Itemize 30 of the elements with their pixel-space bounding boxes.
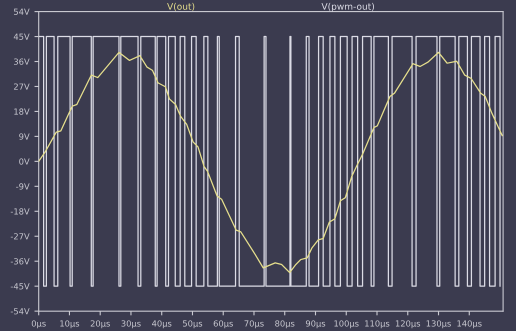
y-tick-label: -36V bbox=[10, 258, 30, 264]
x-tick-label: 10μs bbox=[60, 320, 80, 328]
y-tick-label: 54V bbox=[14, 8, 30, 15]
x-tick-label: 20μs bbox=[90, 320, 110, 328]
x-tick-label: 130μs bbox=[426, 320, 451, 328]
x-tick-label: 50μs bbox=[182, 320, 202, 328]
x-tick-label: 40μs bbox=[152, 320, 172, 328]
x-tick-label: 60μs bbox=[214, 320, 233, 328]
y-tick-label: 0V bbox=[19, 158, 30, 165]
y-tick-label: -18V bbox=[10, 208, 30, 215]
y-tick-label: -45V bbox=[10, 283, 30, 290]
x-tick-label: 0μs bbox=[32, 320, 46, 328]
y-tick-label: -9V bbox=[16, 183, 30, 190]
text: V(out) bbox=[167, 2, 194, 11]
y-tick-label: 36V bbox=[14, 58, 30, 65]
y-tick-label: 27V bbox=[14, 83, 30, 90]
x-tick-label: 80μs bbox=[275, 320, 294, 328]
y-tick-label: 45V bbox=[14, 34, 30, 40]
y-tick-label: -27V bbox=[10, 233, 30, 240]
x-tick-label: 140μs bbox=[457, 320, 482, 328]
x-tick-label: 30μs bbox=[121, 320, 141, 328]
y-tick-label: 18V bbox=[14, 108, 30, 115]
y-tick-label: 9V bbox=[19, 133, 30, 140]
y-tick-label: -54V bbox=[10, 308, 30, 314]
x-tick-label: 90μs bbox=[306, 320, 326, 328]
x-tick-label: 100μs bbox=[334, 320, 359, 328]
text: V(pwm-out) bbox=[322, 2, 374, 12]
x-tick-label: 120μs bbox=[396, 320, 420, 328]
x-tick-label: 110μs bbox=[365, 320, 390, 328]
x-tick-label: 70μs bbox=[244, 320, 264, 328]
